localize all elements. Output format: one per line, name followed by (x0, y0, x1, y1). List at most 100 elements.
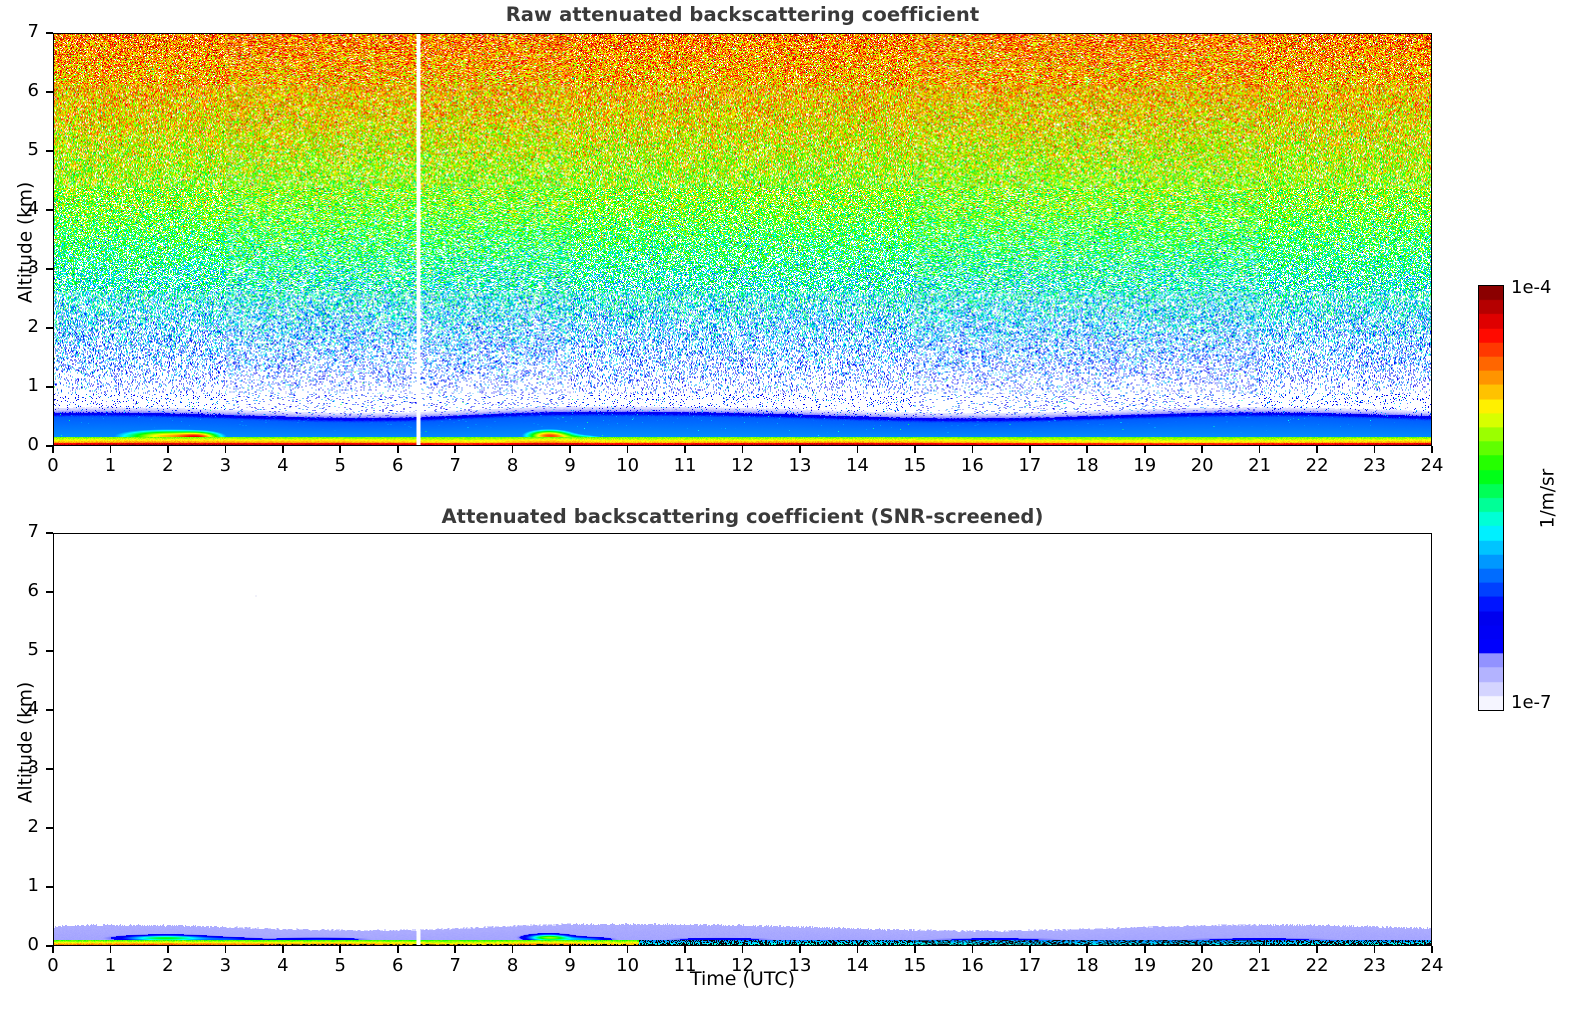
x-tick (856, 946, 859, 953)
y-tick (46, 150, 53, 152)
y-tick-label: 0 (27, 434, 39, 455)
x-tick (1373, 446, 1376, 453)
x-tick (799, 946, 801, 953)
x-tick-label: 22 (1305, 455, 1329, 476)
x-tick (282, 446, 284, 453)
y-tick (46, 827, 53, 829)
x-tick (626, 446, 629, 453)
x-tick-label: 2 (162, 455, 174, 476)
x-tick (684, 946, 686, 953)
x-tick (799, 446, 801, 453)
y-axis-label-raw: Altitude (km) (15, 181, 37, 304)
x-tick-label: 9 (564, 455, 576, 476)
x-tick-label: 12 (731, 455, 754, 476)
x-tick (1028, 946, 1031, 953)
x-tick-label: 15 (903, 955, 927, 976)
x-tick-label: 4 (277, 455, 289, 476)
heatmap-screened (54, 534, 1431, 945)
x-tick (914, 446, 916, 453)
y-tick-label: 6 (27, 80, 39, 101)
x-tick-label: 22 (1305, 955, 1329, 976)
x-tick (454, 946, 456, 953)
x-tick (914, 946, 916, 953)
x-tick-label: 16 (960, 955, 984, 976)
colorbar-gradient (1479, 286, 1503, 710)
x-tick-label: 19 (1133, 455, 1157, 476)
x-tick-label: 1 (104, 455, 117, 476)
x-tick (224, 946, 227, 953)
x-tick-label: 21 (1248, 955, 1272, 976)
x-tick (52, 946, 54, 953)
x-tick (971, 946, 974, 953)
y-tick (46, 445, 53, 447)
x-tick-label: 12 (731, 955, 754, 976)
x-tick-label: 18 (1075, 955, 1099, 976)
x-tick (741, 946, 744, 953)
y-tick-label: 5 (27, 139, 39, 160)
y-tick (46, 768, 53, 770)
y-tick (46, 591, 53, 593)
plot-area-raw (53, 33, 1432, 446)
x-tick-label: 17 (1018, 955, 1042, 976)
y-tick (46, 386, 53, 388)
x-tick-label: 21 (1248, 455, 1272, 476)
x-tick (569, 946, 571, 953)
x-tick (741, 446, 744, 453)
x-tick (511, 946, 514, 953)
x-tick (1086, 946, 1089, 953)
x-tick-label: 13 (788, 955, 812, 976)
y-tick-label: 2 (27, 316, 39, 337)
x-tick-label: 7 (449, 455, 461, 476)
x-tick-label: 17 (1018, 455, 1042, 476)
x-tick-label: 16 (960, 455, 984, 476)
x-tick (1258, 446, 1261, 453)
x-tick (339, 946, 342, 953)
x-tick (1143, 446, 1146, 453)
panel-title-raw: Raw attenuated backscattering coefficien… (505, 3, 980, 26)
x-tick (167, 446, 169, 453)
x-tick-label: 24 (1420, 955, 1444, 976)
y-tick (46, 532, 53, 534)
x-tick-label: 23 (1363, 455, 1386, 476)
x-tick-label: 2 (162, 955, 174, 976)
y-tick (46, 886, 53, 888)
y-tick-label: 3 (27, 757, 39, 778)
x-tick-label: 10 (616, 955, 640, 976)
y-tick-label: 4 (27, 698, 39, 719)
x-tick-label: 1 (104, 955, 117, 976)
x-tick-label: 10 (616, 455, 640, 476)
x-tick-label: 4 (277, 955, 289, 976)
x-tick (109, 946, 112, 953)
x-tick-label: 18 (1075, 455, 1099, 476)
x-tick (856, 446, 859, 453)
x-tick-label: 11 (673, 955, 697, 976)
x-tick-label: 5 (334, 955, 346, 976)
x-tick (454, 446, 456, 453)
y-tick-label: 3 (27, 257, 39, 278)
x-tick (1086, 446, 1089, 453)
y-tick-label: 0 (27, 934, 39, 955)
x-axis-label-screened: Time (UTC) (689, 968, 796, 990)
x-tick-label: 7 (449, 955, 461, 976)
panel-title-screened: Attenuated backscattering coefficient (S… (441, 505, 1044, 528)
x-tick (569, 446, 571, 453)
y-tick-label: 7 (27, 21, 39, 42)
x-tick-label: 15 (903, 455, 927, 476)
x-tick-label: 20 (1190, 955, 1214, 976)
x-tick (1201, 946, 1203, 953)
x-tick (167, 946, 169, 953)
x-tick (1258, 946, 1261, 953)
x-tick-label: 14 (845, 455, 869, 476)
x-tick (1431, 446, 1433, 453)
y-tick (46, 209, 53, 211)
plot-area-screened (53, 533, 1432, 946)
y-tick (46, 945, 53, 947)
x-tick (626, 946, 629, 953)
y-tick-label: 7 (27, 521, 39, 542)
x-tick (1316, 446, 1318, 453)
x-tick-label: 8 (506, 455, 519, 476)
x-tick (52, 446, 54, 453)
y-tick-label: 2 (27, 816, 39, 837)
x-tick-label: 6 (392, 455, 404, 476)
x-tick (1201, 446, 1203, 453)
